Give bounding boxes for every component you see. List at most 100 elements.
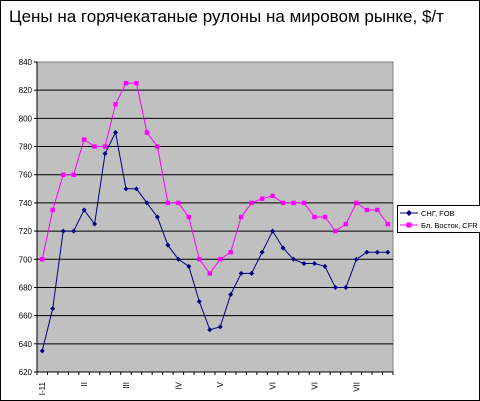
data-point bbox=[333, 228, 338, 234]
data-point bbox=[50, 207, 55, 213]
data-point bbox=[228, 250, 233, 255]
data-point bbox=[165, 200, 171, 206]
data-point bbox=[123, 80, 129, 86]
data-point bbox=[81, 207, 87, 213]
series-line-1 bbox=[41, 130, 388, 352]
x-tick-label: IV bbox=[174, 381, 183, 389]
data-point bbox=[144, 200, 150, 206]
data-point bbox=[270, 193, 275, 199]
x-tick-label: I-11 bbox=[38, 381, 47, 395]
data-point bbox=[354, 200, 359, 206]
data-point bbox=[312, 214, 317, 220]
x-tick-label: III bbox=[122, 382, 131, 389]
data-point bbox=[332, 284, 338, 290]
data-point bbox=[375, 207, 380, 213]
y-tick-label: 620 bbox=[19, 368, 33, 377]
data-point bbox=[165, 242, 171, 248]
data-point bbox=[259, 249, 265, 255]
data-point bbox=[228, 292, 234, 297]
data-point bbox=[249, 200, 254, 206]
y-tick-label: 740 bbox=[19, 199, 33, 208]
data-point bbox=[301, 200, 307, 206]
y-tick-label: 780 bbox=[19, 143, 33, 152]
data-point bbox=[322, 263, 328, 269]
data-point bbox=[385, 221, 390, 227]
data-point bbox=[374, 249, 380, 255]
data-point bbox=[197, 257, 202, 262]
data-point bbox=[249, 270, 255, 276]
data-point bbox=[133, 186, 139, 192]
data-point bbox=[196, 299, 202, 305]
data-point bbox=[92, 144, 97, 149]
data-point bbox=[71, 228, 77, 234]
y-tick-label: 800 bbox=[19, 114, 33, 123]
data-point bbox=[364, 249, 370, 255]
legend-item-series-1: СНГ, FOB bbox=[400, 208, 455, 218]
y-tick-label: 700 bbox=[19, 255, 33, 264]
chart-title: Цены на горячекатаные рулоны на мировом … bbox=[9, 7, 444, 26]
series-line-2 bbox=[41, 82, 389, 275]
data-point bbox=[207, 327, 213, 333]
data-point bbox=[259, 196, 265, 201]
y-tick-label: 840 bbox=[19, 58, 33, 67]
data-point bbox=[113, 129, 119, 135]
data-point bbox=[238, 270, 244, 276]
data-point bbox=[154, 214, 160, 220]
data-point bbox=[186, 214, 192, 220]
data-point bbox=[102, 151, 108, 157]
x-tick-label: VI bbox=[269, 382, 278, 390]
data-point bbox=[343, 284, 349, 290]
legend-label: Бл. Восток, CFR bbox=[421, 220, 478, 230]
y-tick-label: 660 bbox=[19, 312, 33, 321]
y-tick-label: 820 bbox=[19, 86, 33, 95]
data-point bbox=[353, 256, 359, 262]
data-point bbox=[186, 263, 192, 269]
y-tick-label: 640 bbox=[19, 340, 33, 349]
plot-area bbox=[36, 61, 394, 373]
data-point bbox=[238, 214, 244, 220]
x-tick-label: II bbox=[80, 382, 89, 386]
data-point bbox=[60, 172, 66, 177]
data-point bbox=[343, 221, 349, 227]
data-point bbox=[291, 256, 297, 262]
data-point bbox=[270, 228, 276, 234]
data-point bbox=[280, 245, 286, 251]
data-point bbox=[81, 137, 87, 142]
y-tick-label: 760 bbox=[19, 171, 33, 180]
data-point bbox=[291, 200, 296, 206]
legend-marker-square-icon bbox=[400, 222, 418, 228]
data-point bbox=[217, 324, 223, 330]
legend-item-series-2: Бл. Восток, CFR bbox=[400, 220, 478, 230]
data-point bbox=[71, 172, 76, 177]
data-point bbox=[50, 306, 56, 312]
data-point bbox=[39, 348, 45, 354]
data-point bbox=[311, 261, 317, 266]
data-point bbox=[113, 102, 118, 107]
x-tick-label: VII bbox=[352, 382, 361, 392]
data-point bbox=[280, 200, 286, 206]
data-point bbox=[176, 200, 181, 206]
data-point bbox=[123, 186, 129, 192]
data-point bbox=[144, 130, 150, 135]
data-point bbox=[218, 257, 223, 262]
data-point bbox=[134, 80, 139, 86]
legend-label: СНГ, FOB bbox=[421, 208, 455, 218]
data-point bbox=[40, 257, 45, 262]
data-point bbox=[175, 256, 181, 262]
data-point bbox=[207, 271, 212, 276]
data-point bbox=[301, 261, 307, 266]
x-tick-label: V bbox=[216, 381, 225, 387]
data-point bbox=[364, 207, 370, 213]
data-point bbox=[155, 144, 160, 149]
y-tick-label: 720 bbox=[19, 227, 33, 236]
data-point bbox=[60, 228, 66, 234]
legend: СНГ, FOB Бл. Восток, CFR bbox=[397, 205, 480, 233]
data-point bbox=[92, 221, 98, 227]
x-tick-label: VI bbox=[310, 382, 319, 390]
data-point bbox=[322, 214, 328, 220]
y-tick-label: 680 bbox=[19, 283, 33, 292]
data-point bbox=[385, 249, 391, 255]
legend-marker-diamond-icon bbox=[400, 210, 418, 216]
